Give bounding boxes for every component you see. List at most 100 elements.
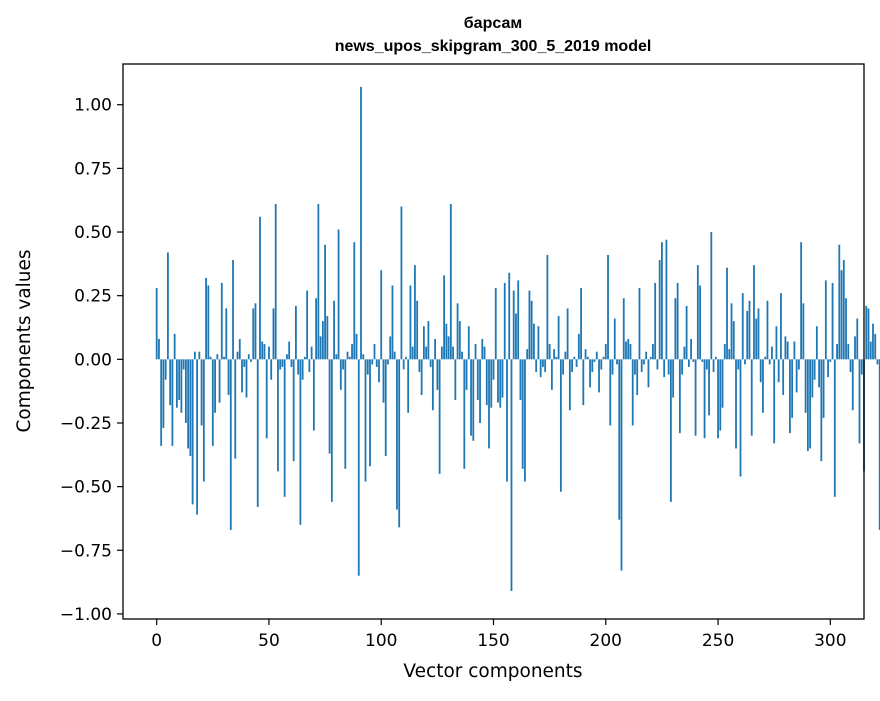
bar-component-229 bbox=[669, 359, 672, 502]
bar-component-37 bbox=[238, 338, 241, 360]
bar-component-285 bbox=[795, 359, 798, 393]
bar-component-281 bbox=[786, 341, 789, 360]
bar-component-22 bbox=[205, 277, 207, 360]
bar-component-186 bbox=[573, 356, 576, 360]
bar-component-79 bbox=[333, 300, 335, 360]
bar-component-182 bbox=[564, 351, 567, 360]
bar-component-153 bbox=[499, 359, 502, 408]
bar-component-2 bbox=[160, 359, 163, 446]
bar-component-139 bbox=[467, 326, 470, 360]
bar-component-142 bbox=[474, 344, 477, 360]
bar-component-112 bbox=[407, 359, 410, 413]
bar-component-225 bbox=[661, 242, 663, 360]
bar-component-313 bbox=[858, 359, 861, 444]
bar-component-257 bbox=[732, 321, 735, 360]
bar-component-52 bbox=[272, 308, 275, 360]
bar-component-67 bbox=[306, 290, 309, 360]
bar-component-4 bbox=[164, 359, 167, 380]
bar-component-94 bbox=[366, 359, 369, 375]
bar-component-211 bbox=[629, 344, 632, 360]
bar-component-64 bbox=[299, 359, 302, 525]
bar-component-16 bbox=[191, 359, 194, 505]
bar-component-117 bbox=[418, 359, 421, 373]
bar-component-54 bbox=[277, 359, 279, 472]
bar-component-161 bbox=[517, 280, 520, 360]
bar-component-273 bbox=[768, 359, 771, 365]
bar-component-305 bbox=[840, 270, 843, 360]
bar-component-78 bbox=[330, 359, 333, 502]
bar-component-236 bbox=[685, 305, 688, 360]
bar-component-320 bbox=[874, 333, 877, 360]
bar-component-266 bbox=[753, 265, 755, 360]
bar-component-220 bbox=[649, 356, 652, 360]
bar-component-246 bbox=[708, 359, 710, 416]
bar-component-248 bbox=[712, 359, 715, 373]
bar-component-189 bbox=[580, 288, 582, 360]
bar-component-221 bbox=[652, 344, 654, 360]
bar-component-250 bbox=[717, 359, 719, 439]
bar-component-77 bbox=[328, 359, 331, 454]
bar-component-76 bbox=[326, 316, 329, 360]
bar-component-310 bbox=[851, 359, 854, 411]
bar-component-28 bbox=[218, 359, 221, 403]
bar-component-214 bbox=[636, 359, 639, 395]
bar-component-143 bbox=[476, 359, 479, 401]
bar-component-294 bbox=[815, 326, 818, 360]
bar-component-238 bbox=[690, 338, 692, 360]
bar-component-222 bbox=[654, 282, 657, 360]
bar-component-129 bbox=[445, 323, 448, 360]
bar-component-269 bbox=[759, 359, 762, 383]
bar-component-218 bbox=[645, 351, 648, 360]
bar-component-23 bbox=[207, 285, 210, 360]
bar-component-3 bbox=[162, 359, 165, 429]
bar-component-217 bbox=[643, 359, 645, 365]
bar-component-86 bbox=[348, 356, 351, 360]
bar-component-193 bbox=[589, 359, 591, 388]
bar-component-183 bbox=[566, 308, 569, 360]
y-axis: 1.00 0.75 0.50 0.25 0.00 −0.25 −0.50 −0.75 −1.00 bbox=[60, 96, 123, 625]
bar-component-194 bbox=[591, 359, 594, 373]
bar-component-55 bbox=[279, 359, 282, 370]
bar-component-233 bbox=[678, 359, 681, 434]
x-tick-label: 50 bbox=[258, 631, 280, 651]
bar-component-123 bbox=[431, 359, 434, 411]
bar-component-93 bbox=[364, 359, 367, 482]
bar-component-26 bbox=[214, 359, 216, 413]
bar-component-298 bbox=[824, 280, 827, 360]
bar-component-286 bbox=[797, 359, 800, 370]
bar-component-276 bbox=[775, 326, 778, 360]
bar-component-11 bbox=[180, 359, 183, 413]
bar-component-287 bbox=[800, 242, 803, 360]
bar-component-215 bbox=[638, 288, 641, 360]
bar-component-127 bbox=[440, 346, 443, 360]
bar-component-198 bbox=[600, 359, 603, 370]
bar-component-137 bbox=[463, 359, 466, 469]
bar-component-56 bbox=[281, 359, 284, 367]
bar-component-34 bbox=[232, 260, 234, 360]
bar-component-299 bbox=[827, 359, 829, 378]
bar-component-199 bbox=[602, 356, 605, 360]
bar-component-288 bbox=[802, 303, 805, 360]
bar-component-95 bbox=[369, 359, 371, 467]
bar-component-114 bbox=[411, 346, 414, 360]
bar-component-216 bbox=[640, 359, 643, 373]
bar-component-181 bbox=[562, 359, 565, 375]
bar-component-48 bbox=[263, 344, 266, 360]
bar-component-41 bbox=[247, 354, 250, 360]
bar-component-291 bbox=[809, 359, 812, 449]
bar-component-5 bbox=[167, 252, 169, 360]
bar-component-98 bbox=[375, 359, 378, 367]
bar-component-97 bbox=[373, 344, 376, 360]
bar-component-71 bbox=[315, 298, 318, 360]
bar-component-36 bbox=[236, 351, 239, 360]
bar-component-311 bbox=[854, 336, 856, 360]
bar-component-235 bbox=[683, 346, 686, 360]
bar-component-312 bbox=[856, 318, 859, 360]
bar-component-91 bbox=[360, 86, 362, 360]
bar-component-177 bbox=[553, 349, 556, 360]
bar-component-231 bbox=[674, 298, 677, 360]
bar-component-30 bbox=[223, 356, 225, 360]
bar-component-173 bbox=[544, 359, 547, 373]
bar-component-297 bbox=[822, 359, 825, 418]
